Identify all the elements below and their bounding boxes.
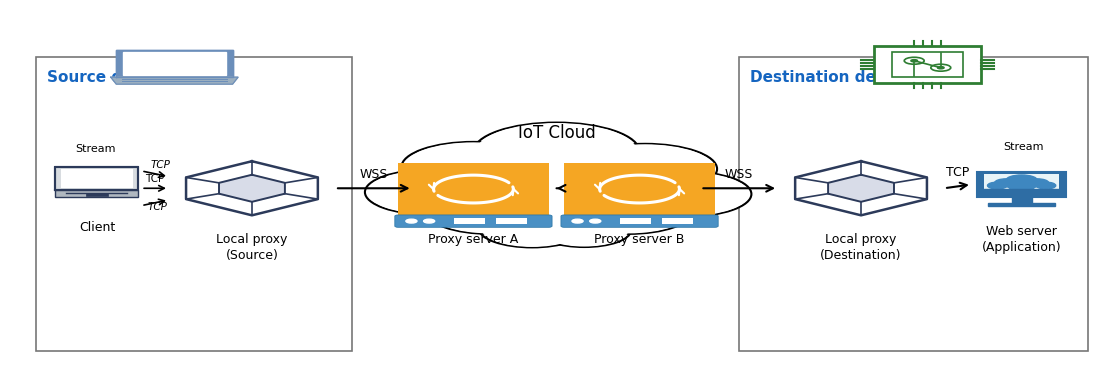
- Polygon shape: [828, 175, 894, 202]
- Circle shape: [368, 171, 490, 213]
- Text: IoT Cloud: IoT Cloud: [518, 124, 595, 142]
- Circle shape: [1025, 179, 1048, 187]
- Text: Source device: Source device: [47, 71, 167, 85]
- Polygon shape: [219, 175, 285, 202]
- Circle shape: [406, 219, 417, 223]
- Text: Client: Client: [79, 221, 115, 234]
- Text: Stream: Stream: [1004, 142, 1044, 152]
- Circle shape: [476, 124, 637, 180]
- Circle shape: [426, 189, 554, 234]
- Text: Local proxy
(Source): Local proxy (Source): [216, 233, 287, 262]
- Polygon shape: [116, 50, 233, 77]
- Polygon shape: [122, 53, 226, 75]
- Circle shape: [402, 142, 545, 192]
- Circle shape: [460, 166, 653, 234]
- Bar: [56, 167, 138, 190]
- Circle shape: [987, 182, 1007, 189]
- Circle shape: [564, 189, 692, 234]
- Circle shape: [910, 60, 917, 62]
- Text: TCP: TCP: [146, 174, 165, 183]
- FancyBboxPatch shape: [561, 215, 718, 227]
- Text: Destination device: Destination device: [750, 71, 910, 85]
- Circle shape: [623, 172, 751, 216]
- Circle shape: [541, 216, 628, 246]
- Text: Stream: Stream: [75, 144, 116, 154]
- Circle shape: [573, 144, 717, 194]
- Polygon shape: [795, 161, 927, 215]
- Circle shape: [538, 214, 631, 247]
- Text: WSS: WSS: [359, 168, 388, 181]
- Circle shape: [405, 143, 542, 191]
- Circle shape: [479, 210, 585, 247]
- Bar: [61, 169, 132, 188]
- Bar: [1012, 197, 1032, 203]
- Text: TCP: TCP: [147, 202, 167, 212]
- Circle shape: [568, 190, 689, 233]
- Circle shape: [495, 202, 618, 244]
- Bar: [982, 189, 1062, 192]
- Text: TCP: TCP: [946, 166, 969, 180]
- Circle shape: [1006, 175, 1037, 186]
- FancyBboxPatch shape: [892, 52, 963, 77]
- Circle shape: [499, 203, 614, 243]
- Circle shape: [365, 170, 493, 214]
- Circle shape: [473, 123, 640, 181]
- Circle shape: [456, 165, 657, 235]
- Circle shape: [937, 67, 944, 69]
- FancyBboxPatch shape: [875, 46, 981, 83]
- Circle shape: [627, 173, 748, 215]
- Bar: [495, 218, 526, 224]
- Text: TCP: TCP: [150, 160, 170, 170]
- Bar: [453, 218, 484, 224]
- Circle shape: [430, 190, 551, 233]
- Bar: [620, 218, 651, 224]
- Bar: [564, 163, 715, 215]
- Text: Proxy server B: Proxy server B: [594, 233, 684, 246]
- Bar: [86, 193, 108, 196]
- Text: Web server
(Application): Web server (Application): [982, 225, 1062, 254]
- Bar: [984, 174, 1060, 195]
- Polygon shape: [186, 161, 318, 215]
- FancyBboxPatch shape: [395, 215, 552, 227]
- Circle shape: [590, 219, 601, 223]
- Circle shape: [424, 219, 435, 223]
- Polygon shape: [111, 77, 238, 84]
- Circle shape: [577, 145, 713, 193]
- Text: Proxy server A: Proxy server A: [429, 233, 519, 246]
- Bar: [398, 163, 549, 215]
- Bar: [56, 190, 138, 197]
- Bar: [988, 203, 1055, 206]
- FancyBboxPatch shape: [739, 57, 1089, 350]
- FancyBboxPatch shape: [36, 57, 352, 350]
- Circle shape: [995, 179, 1017, 187]
- Bar: [982, 192, 1062, 195]
- Text: Local proxy
(Destination): Local proxy (Destination): [820, 233, 902, 262]
- Circle shape: [572, 219, 583, 223]
- Circle shape: [1036, 182, 1056, 189]
- Bar: [662, 218, 692, 224]
- Circle shape: [1007, 181, 1036, 191]
- Bar: [977, 172, 1066, 197]
- Circle shape: [482, 211, 582, 246]
- Text: WSS: WSS: [725, 168, 754, 181]
